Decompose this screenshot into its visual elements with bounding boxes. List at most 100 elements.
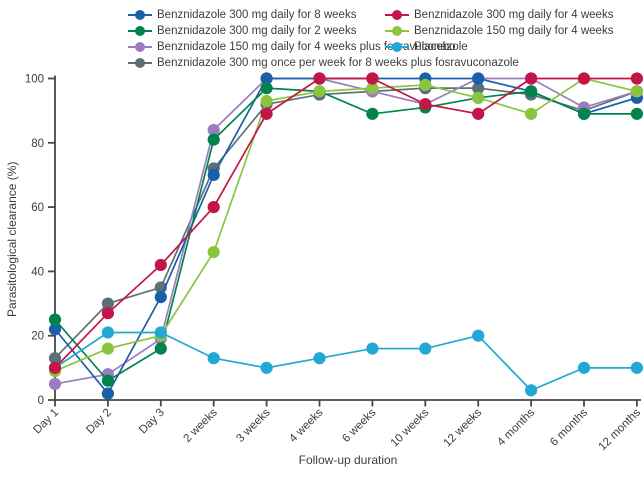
y-tick-label: 0 [38,395,44,407]
y-axis-title: Parasitological clearance (%) [5,162,19,317]
legend-label: Benznidazole 150 mg daily for 4 weeks [414,24,614,37]
x-tick-label: 2 weeks [182,406,220,444]
series-line [54,77,638,385]
line-dot-marker-icon [128,9,152,20]
line-dot-marker-icon [385,9,409,20]
data-point [260,72,273,85]
legend-item: Benznidazole 150 mg daily for 4 weeks [385,23,613,38]
legend-label: Benznidazole 150 mg daily for 4 weeks pl… [157,40,468,53]
data-point [260,82,273,95]
legend-item: Benznidazole 300 mg once per week for 8 … [128,55,519,70]
legend-item: Benznidazole 300 mg daily for 2 weeks [128,23,356,38]
series-line [54,87,637,382]
data-point [472,329,485,342]
x-tick-label: 4 weeks [287,406,325,444]
data-point [525,85,538,98]
series-line [54,77,638,396]
data-point [154,258,167,272]
data-point [577,72,591,85]
data-point [366,107,379,120]
data-point [48,377,62,391]
x-tick-label: Day 3 [137,407,167,437]
x-tick-label: 3 weeks [234,406,272,444]
legend-label: Benznidazole 300 mg daily for 8 weeks [157,8,357,21]
x-tick-label: 12 weeks [441,406,484,449]
x-axis-title: Follow-up duration [299,453,398,467]
data-point [630,85,644,98]
data-point [154,291,167,304]
series-line [54,77,637,369]
data-point [207,201,220,214]
data-point [472,91,485,104]
data-point [207,133,220,146]
y-tick-label: 20 [31,331,44,343]
data-point [207,168,220,182]
x-tick-label: 6 weeks [340,406,378,444]
data-point [260,361,273,374]
legend-item: Benznidazole 300 mg daily for 8 weeks [128,7,356,22]
data-point [472,82,485,95]
data-point [101,387,114,400]
y-tick-label: 100 [25,74,44,86]
line-dot-marker-icon [385,41,409,52]
data-point [101,374,114,387]
legend-label: Benznidazole 300 mg daily for 4 weeks [414,8,614,21]
legend-item: Benznidazole 300 mg daily for 4 weeks [385,7,613,22]
data-point [101,342,114,355]
data-point [525,107,538,120]
data-point [207,123,220,137]
series-line [54,87,638,359]
data-point [207,352,220,365]
x-tick-label: Day 2 [84,407,114,437]
data-point [260,94,273,108]
data-point [472,107,485,120]
data-point [154,342,167,355]
legend-label: Benznidazole 300 mg daily for 2 weeks [157,24,357,37]
data-point [630,361,644,374]
data-point [207,246,220,259]
line-dot-marker-icon [128,57,152,68]
legend: Benznidazole 300 mg daily for 8 weeks Be… [0,0,644,72]
data-point [366,82,379,95]
legend-item: Placebo [385,39,456,54]
x-tick-label: 4 months [495,406,537,448]
y-tick-label: 60 [31,202,44,214]
data-point [419,342,432,355]
y-tick-label: 40 [31,266,44,278]
data-point [630,72,644,85]
data-point [260,107,273,120]
data-point [419,78,432,92]
data-point [48,313,62,326]
legend-label: Placebo [414,40,456,53]
x-tick-label: Day 1 [31,407,61,437]
data-point [101,297,114,310]
x-tick-label: 6 months [548,406,590,448]
data-point [48,352,62,365]
data-point [101,326,114,339]
y-tick-label: 80 [31,138,44,150]
legend-item: Benznidazole 150 mg daily for 4 weeks pl… [128,39,468,54]
data-point [525,384,538,397]
data-point [472,72,485,85]
data-point [313,72,326,85]
x-tick-label: 12 months [597,406,644,453]
data-point [419,98,432,111]
data-point [48,323,62,336]
data-point [154,326,167,339]
legend-label: Benznidazole 300 mg once per week for 8 … [157,56,519,69]
line-dot-marker-icon [128,25,152,36]
data-point [313,352,326,365]
data-point [577,361,591,374]
line-dot-marker-icon [128,41,152,52]
line-dot-marker-icon [385,25,409,36]
data-point [366,72,379,85]
data-point [366,342,379,355]
data-point [525,72,538,85]
x-tick-label: 10 weeks [389,406,432,449]
series-line [54,331,637,392]
series-line [54,77,638,372]
data-point [630,107,644,120]
data-point [48,361,62,374]
